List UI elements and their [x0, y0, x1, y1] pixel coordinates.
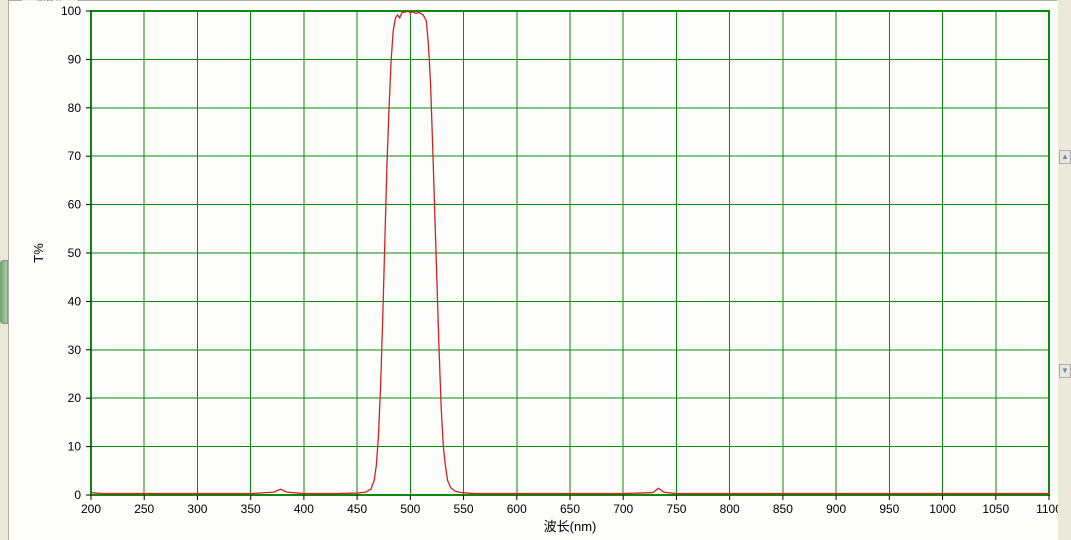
transmittance-chart: 2002503003504004505005506006507007508008… — [9, 1, 1058, 540]
svg-text:1000: 1000 — [929, 502, 956, 516]
svg-text:50: 50 — [68, 246, 82, 260]
svg-text:0: 0 — [74, 488, 81, 502]
svg-text:950: 950 — [879, 502, 899, 516]
scroll-track[interactable] — [1059, 164, 1071, 364]
svg-text:250: 250 — [134, 502, 154, 516]
svg-text:750: 750 — [666, 502, 686, 516]
svg-text:200: 200 — [81, 502, 101, 516]
right-scrollbar[interactable]: ▲ ▼ — [1059, 150, 1071, 380]
svg-text:800: 800 — [720, 502, 740, 516]
svg-text:350: 350 — [241, 502, 261, 516]
svg-text:550: 550 — [454, 502, 474, 516]
app-frame: 测量值 200250300350400450500550600650700750… — [8, 0, 1057, 540]
svg-text:60: 60 — [68, 198, 82, 212]
scroll-up-arrow[interactable]: ▲ — [1059, 150, 1071, 164]
svg-text:30: 30 — [68, 343, 82, 357]
svg-text:1050: 1050 — [982, 502, 1009, 516]
svg-text:650: 650 — [560, 502, 580, 516]
svg-text:100: 100 — [61, 4, 81, 18]
svg-text:400: 400 — [294, 502, 314, 516]
svg-text:波长(nm): 波长(nm) — [544, 519, 597, 534]
svg-text:500: 500 — [400, 502, 420, 516]
svg-text:600: 600 — [507, 502, 527, 516]
svg-text:70: 70 — [68, 149, 82, 163]
svg-text:1100: 1100 — [1036, 502, 1058, 516]
svg-text:850: 850 — [773, 502, 793, 516]
svg-text:T%: T% — [31, 243, 46, 263]
scroll-down-arrow[interactable]: ▼ — [1059, 364, 1071, 378]
svg-text:900: 900 — [826, 502, 846, 516]
svg-text:450: 450 — [347, 502, 367, 516]
svg-text:10: 10 — [68, 440, 82, 454]
svg-text:80: 80 — [68, 101, 82, 115]
svg-text:700: 700 — [613, 502, 633, 516]
svg-text:20: 20 — [68, 391, 82, 405]
chart-container: 2002503003504004505005506006507007508008… — [9, 1, 1056, 539]
svg-text:90: 90 — [68, 52, 82, 66]
svg-text:300: 300 — [187, 502, 207, 516]
svg-text:40: 40 — [68, 294, 82, 308]
left-theme-indicator — [0, 260, 8, 324]
